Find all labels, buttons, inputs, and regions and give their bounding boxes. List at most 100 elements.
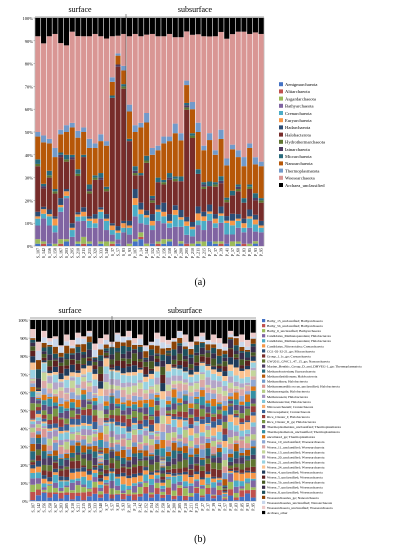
bar-segment — [182, 458, 188, 460]
bar-segment — [86, 446, 92, 450]
bar-segment — [63, 159, 70, 162]
bar-segment — [188, 348, 194, 355]
bar-segment — [52, 353, 58, 359]
bar-segment — [30, 377, 36, 379]
bar-segment — [92, 177, 98, 180]
x-tick-label: S_210 — [71, 503, 75, 513]
bar-segment — [143, 399, 149, 404]
bar-segment — [69, 440, 75, 446]
bar-segment — [86, 320, 92, 331]
bar-segment — [98, 448, 104, 451]
bar-segment — [92, 393, 98, 396]
bar-segment — [143, 426, 149, 429]
bar-segment — [69, 236, 75, 246]
bar-segment — [41, 347, 47, 352]
bar-segment — [86, 193, 92, 217]
bar-segment — [137, 458, 143, 461]
bar-segment — [216, 478, 222, 480]
bar-segment — [216, 393, 222, 402]
bar-segment — [160, 465, 166, 467]
bar-segment — [212, 214, 218, 219]
bar-segment — [235, 241, 241, 244]
bar-segment — [143, 407, 149, 415]
bar-segment — [245, 386, 251, 392]
bar-segment — [177, 365, 183, 369]
bar-segment — [63, 125, 70, 132]
bar-segment — [52, 374, 58, 383]
bar-segment — [137, 359, 143, 362]
bar-segment — [250, 440, 256, 447]
bar-segment — [218, 206, 224, 214]
bar-segment — [75, 395, 81, 400]
bar-segment — [222, 357, 228, 362]
bar-segment — [171, 413, 177, 417]
bar-segment — [212, 243, 218, 246]
bar-segment — [252, 32, 258, 158]
bar-segment — [211, 393, 217, 399]
bar-segment — [224, 158, 230, 166]
bar-segment — [46, 143, 52, 171]
bar-segment — [250, 343, 256, 347]
legend-swatch — [262, 440, 266, 444]
y-tick-label: 30% — [25, 176, 34, 181]
legend-swatch — [262, 430, 266, 434]
bar-segment — [132, 485, 138, 493]
bar-segment — [52, 191, 58, 194]
bar-segment — [103, 357, 109, 359]
bar-segment — [252, 200, 258, 215]
legend-label: Crenarchaeota — [285, 111, 312, 116]
bar-segment — [75, 169, 81, 174]
bar-segment — [161, 239, 167, 244]
bar-segment — [137, 346, 143, 353]
x-tick-label: P_154 — [150, 503, 154, 513]
bar-segment — [178, 217, 184, 220]
x-tick-label: P_167 — [173, 248, 178, 258]
bar-segment — [211, 498, 217, 501]
bar-segment — [182, 384, 188, 391]
bar-segment — [92, 359, 98, 362]
bar-segment — [64, 487, 70, 493]
bar-segment — [81, 157, 87, 208]
bar-segment — [98, 450, 104, 453]
bar-segment — [115, 459, 121, 461]
bar-segment — [216, 402, 222, 404]
bar-segment — [64, 480, 70, 482]
bar-segment — [115, 434, 121, 440]
bar-segment — [103, 352, 109, 356]
bar-segment — [205, 448, 211, 456]
bar-segment — [41, 371, 47, 373]
bar-segment — [229, 144, 236, 150]
bar-segment — [172, 214, 178, 227]
bar-segment — [64, 469, 70, 477]
bar-segment — [47, 393, 53, 397]
bar-segment — [132, 170, 138, 174]
bar-segment — [75, 344, 81, 347]
bar-segment — [41, 458, 47, 465]
bar-segment — [47, 373, 53, 376]
bar-segment — [194, 471, 200, 475]
bar-segment — [138, 202, 144, 210]
y-tick-label: 20% — [25, 198, 34, 203]
bar-segment — [92, 433, 98, 438]
bar-segment — [148, 414, 154, 417]
bar-segment — [211, 494, 217, 496]
bar-segment — [41, 337, 47, 343]
bar-segment — [250, 370, 256, 377]
bar-segment — [75, 332, 81, 338]
bar-segment — [86, 399, 92, 401]
bar-segment — [195, 241, 201, 244]
bar-segment — [188, 468, 194, 470]
bar-segment — [199, 336, 205, 343]
bar-segment — [188, 346, 194, 349]
bar-segment — [161, 136, 167, 144]
bar-segment — [233, 413, 239, 416]
bar-segment — [149, 225, 155, 231]
legend-swatch — [279, 118, 283, 123]
bar-segment — [81, 357, 87, 365]
bar-segment — [165, 461, 171, 467]
bar-segment — [109, 36, 115, 78]
bar-segment — [154, 405, 160, 411]
bar-segment — [41, 186, 47, 189]
legend-swatch — [262, 475, 266, 479]
bar-segment — [132, 417, 138, 423]
